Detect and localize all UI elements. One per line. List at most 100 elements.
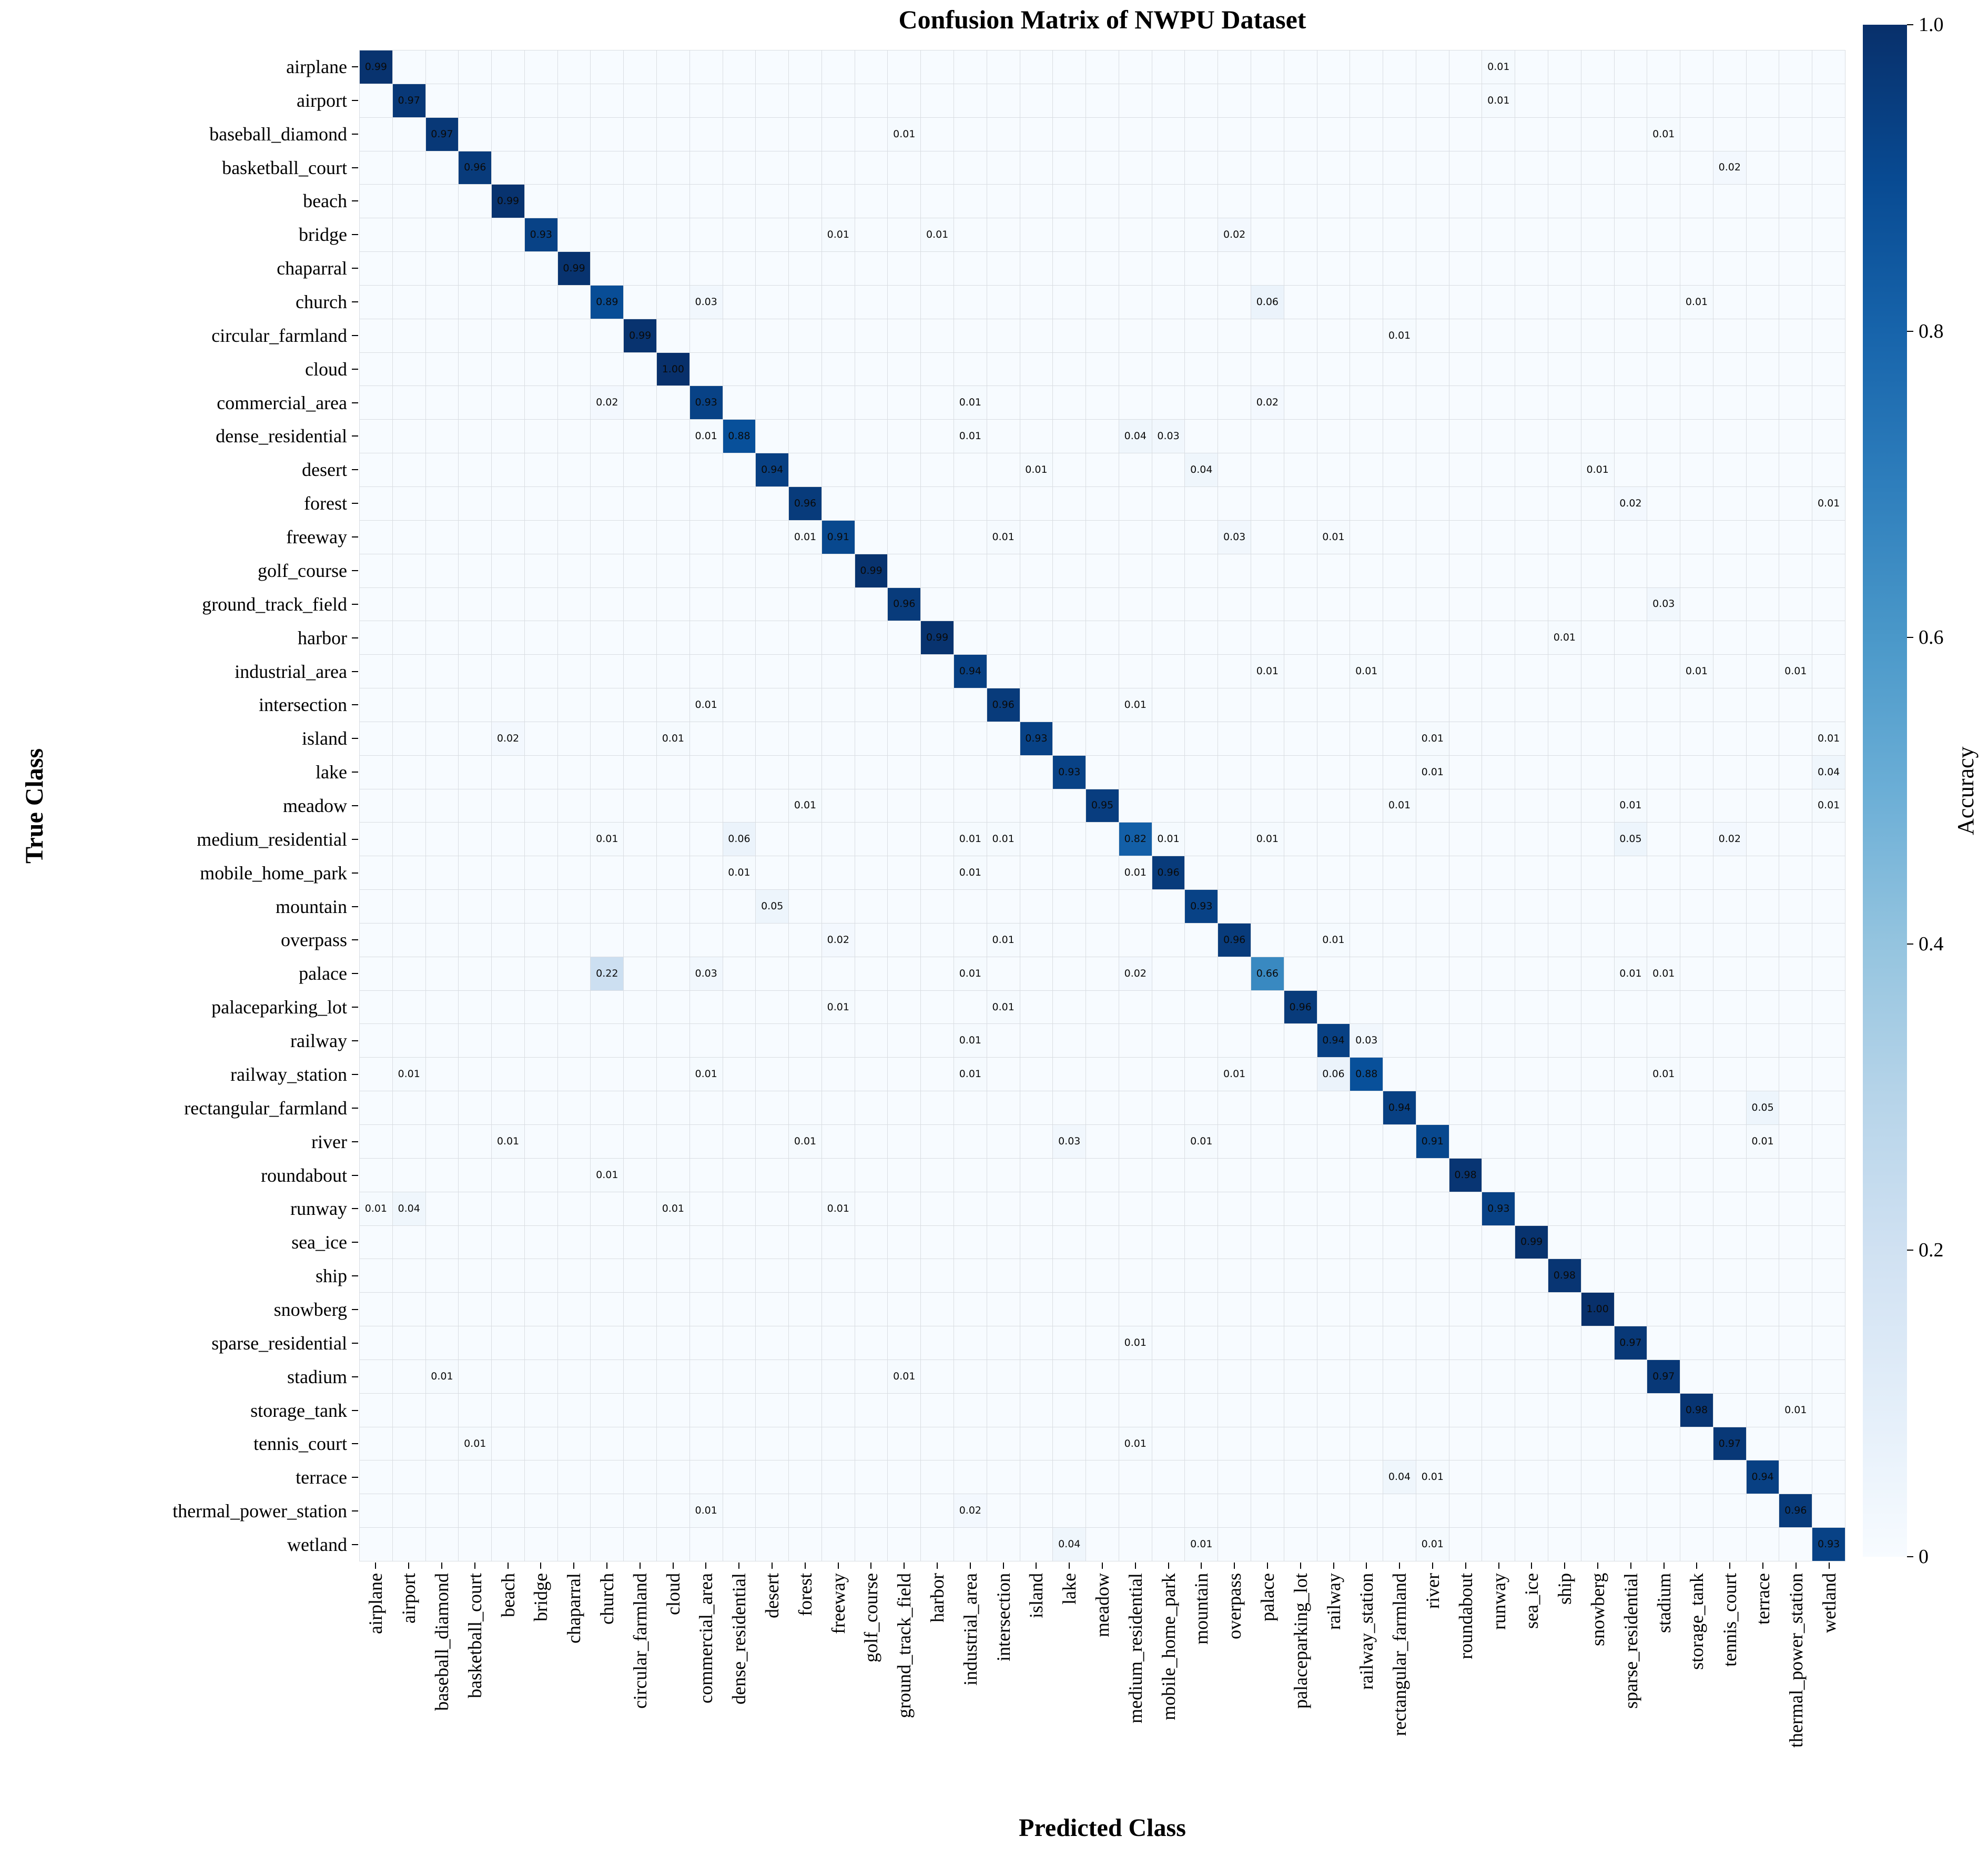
matrix-cell bbox=[459, 1460, 492, 1494]
matrix-cell bbox=[657, 84, 689, 117]
matrix-cell bbox=[657, 1024, 689, 1058]
matrix-cell bbox=[1086, 1427, 1119, 1460]
matrix-cell bbox=[459, 1259, 492, 1293]
matrix-cell bbox=[1218, 856, 1251, 890]
matrix-cell bbox=[1713, 990, 1746, 1024]
matrix-cell bbox=[1713, 655, 1746, 688]
matrix-cell bbox=[821, 554, 855, 587]
x-tick-label: sparse_residential bbox=[1620, 1573, 1641, 1709]
matrix-cell bbox=[1647, 789, 1680, 823]
matrix-cell bbox=[1647, 1125, 1680, 1158]
matrix-cell bbox=[1548, 352, 1581, 386]
matrix-cell bbox=[1746, 1326, 1779, 1359]
matrix-cell bbox=[1515, 823, 1548, 856]
x-tick-mark bbox=[507, 1562, 509, 1569]
matrix-cell bbox=[1812, 352, 1845, 386]
cell-value: 0.01 bbox=[1751, 1135, 1774, 1147]
matrix-cell bbox=[888, 755, 921, 789]
matrix-cell bbox=[1581, 1125, 1614, 1158]
matrix-cell bbox=[756, 621, 789, 655]
x-tick-label: beach bbox=[497, 1573, 519, 1617]
matrix-cell bbox=[821, 420, 855, 453]
matrix-cell bbox=[954, 352, 987, 386]
matrix-cell bbox=[855, 1359, 888, 1393]
matrix-cell bbox=[1482, 1393, 1515, 1427]
matrix-cell bbox=[1779, 890, 1812, 923]
matrix-cell bbox=[689, 1125, 723, 1158]
y-tick-mark bbox=[352, 1141, 358, 1142]
matrix-cell bbox=[1515, 1494, 1548, 1528]
matrix-cell bbox=[1515, 1326, 1548, 1359]
matrix-cell bbox=[1317, 990, 1350, 1024]
matrix-cell bbox=[689, 319, 723, 352]
matrix-cell bbox=[1086, 1293, 1119, 1326]
matrix-cell bbox=[1680, 755, 1713, 789]
matrix-cell bbox=[624, 386, 656, 420]
matrix-cell bbox=[954, 151, 987, 185]
matrix-cell bbox=[921, 1125, 954, 1158]
matrix-cell bbox=[591, 554, 624, 587]
matrix-cell bbox=[1152, 218, 1185, 252]
matrix-cell bbox=[1812, 923, 1845, 957]
cell-value: 0.01 bbox=[1421, 1471, 1444, 1483]
cell-value: 0.05 bbox=[761, 900, 784, 912]
matrix-cell bbox=[624, 1528, 656, 1561]
matrix-cell bbox=[1086, 1460, 1119, 1494]
matrix-cell bbox=[1086, 218, 1119, 252]
matrix-cell: 0.01 bbox=[821, 218, 855, 252]
matrix-cell bbox=[1086, 1192, 1119, 1225]
matrix-cell bbox=[1251, 1225, 1284, 1259]
matrix-cell bbox=[591, 890, 624, 923]
matrix-cell bbox=[1251, 151, 1284, 185]
matrix-cell bbox=[1152, 319, 1185, 352]
matrix-cell bbox=[1119, 218, 1152, 252]
matrix-cell bbox=[1053, 1091, 1086, 1125]
matrix-cell bbox=[1449, 1393, 1482, 1427]
matrix-cell: 0.97 bbox=[425, 117, 459, 151]
matrix-cell bbox=[789, 151, 821, 185]
matrix-cell bbox=[1647, 1427, 1680, 1460]
matrix-cell bbox=[921, 319, 954, 352]
matrix-cell bbox=[1119, 185, 1152, 218]
matrix-cell bbox=[1086, 554, 1119, 587]
matrix-cell bbox=[1647, 1259, 1680, 1293]
matrix-cell bbox=[392, 386, 425, 420]
matrix-cell bbox=[1383, 722, 1416, 755]
matrix-cell bbox=[756, 252, 789, 285]
matrix-cell bbox=[821, 486, 855, 520]
matrix-cell bbox=[1251, 890, 1284, 923]
matrix-cell bbox=[360, 990, 392, 1024]
y-tick-mark bbox=[352, 872, 358, 874]
matrix-cell: 0.01 bbox=[821, 990, 855, 1024]
matrix-cell bbox=[1284, 84, 1317, 117]
y-tick-mark bbox=[352, 772, 358, 773]
matrix-cell bbox=[921, 990, 954, 1024]
matrix-cell: 0.01 bbox=[789, 520, 821, 554]
matrix-cell bbox=[1317, 1225, 1350, 1259]
matrix-cell bbox=[1383, 856, 1416, 890]
matrix-cell bbox=[1053, 252, 1086, 285]
matrix-cell bbox=[1086, 688, 1119, 722]
matrix-cell bbox=[723, 621, 756, 655]
matrix-cell bbox=[1350, 621, 1383, 655]
matrix-cell bbox=[1746, 285, 1779, 319]
matrix-cell bbox=[1350, 1225, 1383, 1259]
cell-value: 0.97 bbox=[1619, 1337, 1642, 1348]
matrix-cell bbox=[1713, 1494, 1746, 1528]
matrix-cell bbox=[1053, 84, 1086, 117]
y-tick-mark bbox=[352, 99, 358, 101]
matrix-cell bbox=[954, 285, 987, 319]
matrix-cell bbox=[1086, 352, 1119, 386]
matrix-cell bbox=[1812, 621, 1845, 655]
matrix-cell bbox=[1185, 218, 1218, 252]
matrix-cell bbox=[1680, 117, 1713, 151]
matrix-cell: 0.01 bbox=[591, 1158, 624, 1192]
matrix-cell bbox=[756, 386, 789, 420]
matrix-cell bbox=[1086, 453, 1119, 486]
matrix-cell bbox=[1779, 352, 1812, 386]
matrix-cell bbox=[1218, 890, 1251, 923]
cell-value: 0.01 bbox=[1256, 665, 1279, 677]
matrix-cell bbox=[1251, 1259, 1284, 1293]
matrix-cell bbox=[1713, 923, 1746, 957]
matrix-cell bbox=[1317, 823, 1350, 856]
